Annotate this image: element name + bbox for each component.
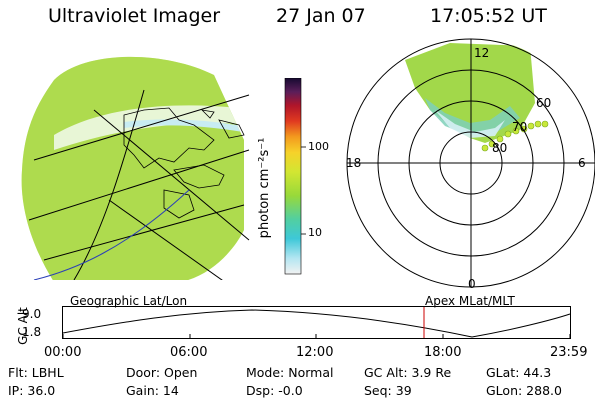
timeline-xtick-1200: 12:00 <box>296 345 334 360</box>
colorbar-tick-100: 100 <box>308 140 329 153</box>
globe-disk <box>21 56 245 280</box>
info-door: Door: Open <box>126 365 198 380</box>
colorbar-tick-10: 10 <box>308 226 322 239</box>
terminator-band <box>54 105 245 150</box>
timeline-xtick-2359: 23:59 <box>550 345 588 360</box>
lat-label-70: 70 <box>512 120 528 134</box>
colorbar-unit-label: photon cm⁻²s⁻¹ <box>257 137 272 239</box>
timeline-ytick-low: 1.8 <box>22 325 42 339</box>
altitude-curve <box>62 309 571 338</box>
timeline-frame <box>62 306 571 339</box>
orbit-track <box>33 189 190 280</box>
altitude-timeline <box>62 306 571 339</box>
info-gc-alt: GC Alt: 3.9 Re <box>364 365 452 380</box>
time-label: 17:05:52 UT <box>430 5 547 27</box>
timeline-xtick-1800: 18:00 <box>424 345 462 360</box>
lat-label-60: 60 <box>536 96 552 110</box>
timeline-xtick-0000: 00:00 <box>44 345 82 360</box>
instrument-title: Ultraviolet Imager <box>48 5 221 27</box>
mlt-label-0: 0 <box>468 277 476 291</box>
info-ip: IP: 36.0 <box>8 383 56 398</box>
polar-plot <box>346 38 595 288</box>
date-label: 27 Jan 07 <box>276 5 366 27</box>
lat-label-80: 80 <box>492 141 508 155</box>
timeline-left-title: Geographic Lat/Lon <box>70 294 188 308</box>
mlt-label-18: 18 <box>346 156 362 170</box>
mlt-label-12: 12 <box>474 46 490 60</box>
info-glon: GLon: 288.0 <box>486 383 562 398</box>
timeline-ytick-high: 9.0 <box>22 307 42 321</box>
info-dsp: Dsp: -0.0 <box>246 383 303 398</box>
info-mode: Mode: Normal <box>246 365 334 380</box>
mlt-label-6: 6 <box>578 156 586 170</box>
polar-grid <box>346 38 595 288</box>
lat-lon-grid <box>28 89 250 280</box>
timeline-right-title: Apex MLat/MLT <box>425 294 515 308</box>
info-gain: Gain: 14 <box>126 383 179 398</box>
info-glat: GLat: 44.3 <box>486 365 552 380</box>
oval-edge-points <box>481 120 549 152</box>
colorbar <box>284 78 306 275</box>
timeline-xtick-0600: 06:00 <box>170 345 208 360</box>
info-filter: Flt: LBHL <box>8 365 64 380</box>
globe-image <box>21 56 250 280</box>
info-seq: Seq: 39 <box>364 383 412 398</box>
